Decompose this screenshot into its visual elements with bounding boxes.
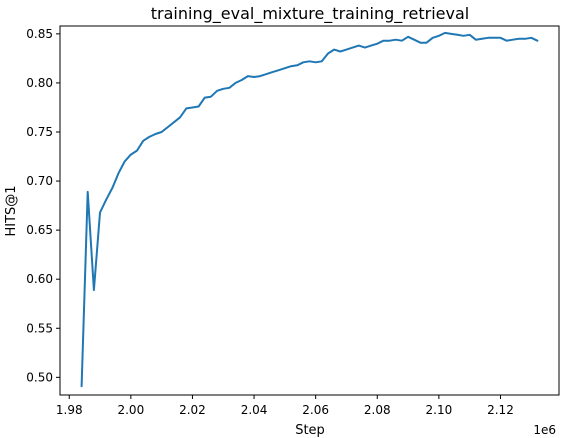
x-tick-label: 2.02 bbox=[179, 403, 206, 417]
x-tick-label: 2.06 bbox=[302, 403, 329, 417]
y-tick-label: 0.85 bbox=[26, 27, 53, 41]
y-axis-ticks: 0.50 0.55 0.60 0.65 0.70 0.75 0.80 0.85 bbox=[26, 27, 60, 384]
x-tick-label: 2.08 bbox=[364, 403, 391, 417]
x-tick-label: 2.12 bbox=[487, 403, 514, 417]
x-axis-label: Step bbox=[295, 423, 325, 438]
x-tick-label: 1.98 bbox=[56, 403, 83, 417]
y-tick-label: 0.65 bbox=[26, 223, 53, 237]
x-axis-ticks: 1.98 2.00 2.02 2.04 2.06 2.08 2.10 2.12 bbox=[56, 395, 514, 417]
y-tick-label: 0.50 bbox=[26, 370, 53, 384]
chart-title: training_eval_mixture_training_retrieval bbox=[151, 4, 469, 24]
plot-frame bbox=[59, 25, 560, 396]
y-tick-label: 0.75 bbox=[26, 125, 53, 139]
data-series-line bbox=[80, 31, 539, 388]
y-axis-label: HITS@1 bbox=[4, 185, 19, 236]
y-tick-label: 0.55 bbox=[26, 321, 53, 335]
y-tick-label: 0.80 bbox=[26, 76, 53, 90]
y-tick-label: 0.60 bbox=[26, 272, 53, 286]
x-tick-label: 2.04 bbox=[241, 403, 268, 417]
x-axis-offset-label: 1e6 bbox=[533, 423, 556, 437]
x-tick-label: 2.10 bbox=[426, 403, 453, 417]
y-tick-label: 0.70 bbox=[26, 174, 53, 188]
x-tick-label: 2.00 bbox=[117, 403, 144, 417]
